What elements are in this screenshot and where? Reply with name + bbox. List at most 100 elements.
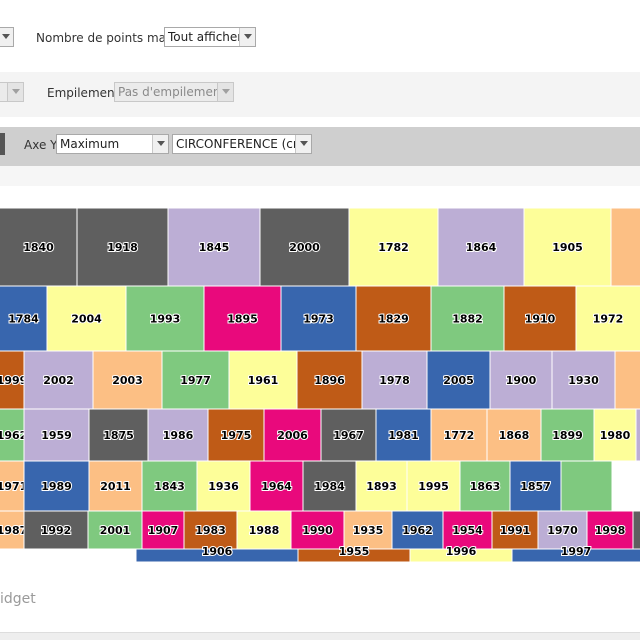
treemap-tile-label: 1857 (520, 480, 551, 493)
y-axis-select[interactable]: Maximum (56, 134, 169, 154)
treemap-tile-label: 1981 (388, 429, 419, 442)
treemap-tile[interactable] (236, 510, 292, 550)
treemap-tile-label: 1843 (154, 480, 185, 493)
treemap-tile-label: 1910 (525, 313, 556, 326)
treemap-tile-label: 1991 (500, 524, 531, 537)
treemap-tile-label: 1995 (418, 480, 449, 493)
treemap-tile-label: 1961 (248, 374, 279, 387)
treemap-tile-label: 1988 (249, 524, 280, 537)
treemap-tile-label: 1992 (41, 524, 72, 537)
treemap-tile-label: 1954 (452, 524, 483, 537)
treemap-tile-label: 1990 (302, 524, 333, 537)
treemap-tile[interactable] (551, 350, 616, 410)
treemap-tile-label: 1784 (8, 313, 39, 326)
chevron-down-icon (239, 28, 255, 46)
treemap-tile[interactable] (296, 350, 363, 410)
treemap-tile[interactable] (0, 285, 48, 352)
treemap-tile[interactable] (23, 510, 89, 550)
treemap-tile[interactable] (632, 510, 640, 550)
treemap-tile[interactable] (0, 460, 25, 512)
treemap-tile-label: 1772 (444, 429, 475, 442)
treemap-tile[interactable] (147, 408, 209, 462)
chevron-down-icon (295, 135, 311, 153)
treemap-tile-label: 1896 (314, 374, 345, 387)
options-row-2: Empilement Pas d'empilement (0, 72, 640, 117)
treemap-tile[interactable] (610, 207, 640, 287)
treemap-tile-label: 2001 (100, 524, 131, 537)
left-dropdown-1[interactable] (0, 27, 14, 47)
treemap-tile-label: 1997 (561, 545, 592, 558)
treemap-tile-label: 1959 (41, 429, 72, 442)
treemap-tile[interactable] (491, 510, 539, 550)
treemap-tile[interactable] (391, 510, 444, 550)
treemap-tile[interactable] (125, 285, 205, 352)
treemap-tile-label: 1962 (0, 429, 27, 442)
treemap-tile-label: 1970 (547, 524, 578, 537)
treemap-tile[interactable] (263, 408, 322, 462)
treemap-tile-label: 1782 (378, 241, 409, 254)
treemap-tile[interactable] (0, 207, 78, 287)
treemap-tile[interactable] (537, 510, 588, 550)
panel-edge (0, 133, 5, 155)
treemap-tile-label: 1967 (333, 429, 364, 442)
max-points-value: Tout afficher (168, 30, 243, 44)
treemap-tile[interactable] (635, 408, 640, 462)
bottom-bar (0, 632, 640, 640)
treemap-tile[interactable] (249, 460, 304, 512)
treemap-tile[interactable] (560, 460, 613, 512)
treemap-tile[interactable] (593, 408, 637, 462)
max-points-select[interactable]: Tout afficher (164, 27, 256, 47)
treemap-tile[interactable] (361, 350, 428, 410)
treemap-tile-label: 1962 (402, 524, 433, 537)
treemap-tile-label: 1998 (595, 524, 626, 537)
chevron-down-icon (7, 83, 23, 101)
treemap-tile[interactable] (355, 460, 408, 512)
treemap-tile[interactable] (290, 510, 345, 550)
y-field-select[interactable]: CIRCONFERENCE (cm) (172, 134, 312, 154)
treemap-tile[interactable] (46, 285, 127, 352)
treemap-tile[interactable] (23, 460, 90, 512)
treemap-tile[interactable] (259, 207, 350, 287)
treemap-tile-label: 1977 (180, 374, 211, 387)
treemap-tile-label: 1918 (107, 241, 138, 254)
chevron-down-icon (152, 135, 168, 153)
treemap-tile[interactable] (355, 285, 432, 352)
treemap-tile[interactable] (87, 510, 143, 550)
treemap-tile[interactable] (92, 350, 163, 410)
treemap-tile-label: 1875 (103, 429, 134, 442)
treemap-tile-label: 1899 (552, 429, 583, 442)
treemap-tile[interactable] (302, 460, 357, 512)
treemap-tile[interactable] (161, 350, 230, 410)
treemap-tile-label: 2004 (71, 313, 102, 326)
treemap-tile-label: 1975 (221, 429, 252, 442)
treemap-tile[interactable] (489, 350, 553, 410)
treemap-tile[interactable] (509, 460, 562, 512)
treemap-tile[interactable] (426, 350, 491, 410)
treemap-tile[interactable] (141, 460, 198, 512)
treemap-tile[interactable] (343, 510, 393, 550)
treemap-tile-label: 1955 (339, 545, 370, 558)
treemap-tile-label: 1999 (0, 374, 27, 387)
treemap-tile-label: 1906 (202, 545, 233, 558)
treemap-tile[interactable] (511, 548, 640, 562)
treemap-tile[interactable] (430, 408, 488, 462)
treemap-tile[interactable] (586, 510, 634, 550)
stacking-select[interactable]: Pas d'empilement (114, 82, 234, 102)
treemap-tile[interactable] (348, 207, 439, 287)
treemap-tile[interactable] (23, 350, 94, 410)
treemap-tile[interactable] (228, 350, 298, 410)
treemap-tile[interactable] (375, 408, 432, 462)
treemap-tile[interactable] (614, 350, 640, 410)
treemap-tile[interactable] (406, 460, 461, 512)
treemap-tile[interactable] (486, 408, 542, 462)
treemap-tile[interactable] (183, 510, 238, 550)
treemap-tile[interactable] (76, 207, 169, 287)
chevron-down-icon (0, 28, 13, 46)
treemap-tile[interactable] (523, 207, 612, 287)
treemap-tile-label: 1986 (163, 429, 194, 442)
treemap-tile[interactable] (437, 207, 525, 287)
treemap-tile[interactable] (430, 285, 505, 352)
left-dropdown-2[interactable] (0, 82, 24, 102)
treemap-tile-label: 2011 (100, 480, 131, 493)
